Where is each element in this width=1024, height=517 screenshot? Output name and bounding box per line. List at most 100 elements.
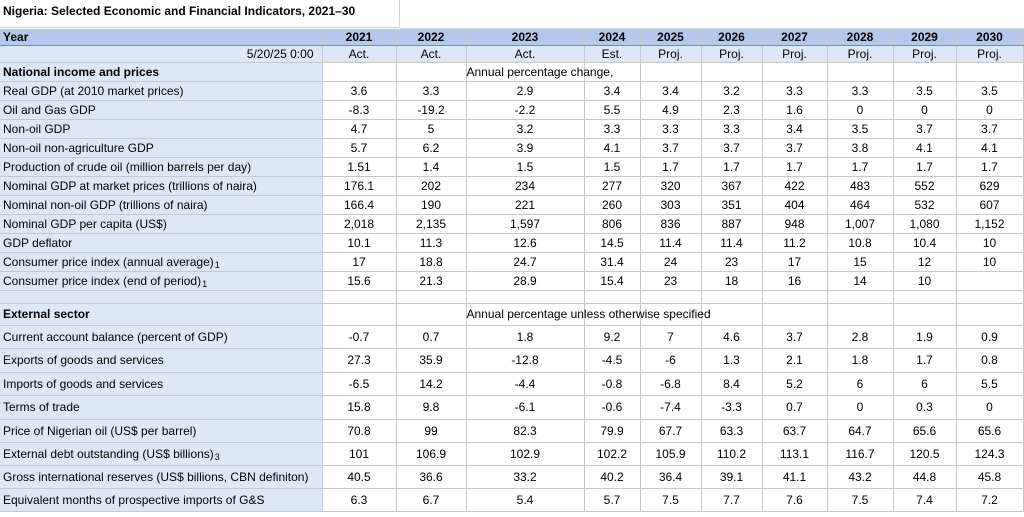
value-cell[interactable]: 1.51 [322,157,397,177]
status-header-cell[interactable]: Proj. [893,45,957,63]
row-label-cell[interactable]: Nominal non-oil GDP (trillions of naira) [0,195,323,215]
spacer-cell[interactable] [893,290,957,304]
value-cell[interactable]: 166.4 [322,195,397,215]
value-cell[interactable]: 320 [640,176,702,196]
value-cell[interactable]: 1.6 [762,100,828,120]
year-header-cell[interactable]: 2026 [701,29,763,46]
value-cell[interactable]: 4.1 [584,138,641,158]
value-cell[interactable]: 18.8 [396,252,467,272]
value-cell[interactable]: 43.2 [827,465,894,489]
value-cell[interactable]: 7 [640,325,702,349]
value-cell[interactable]: 12 [893,252,957,272]
value-cell[interactable]: 0 [956,395,1024,420]
value-cell[interactable]: 3.3 [640,119,702,139]
value-cell[interactable]: 1.7 [893,157,957,177]
value-cell[interactable]: 27.3 [322,348,397,373]
value-cell[interactable]: 607 [956,195,1024,215]
value-cell[interactable]: 39.1 [701,465,763,489]
empty-cell[interactable] [893,62,957,82]
value-cell[interactable]: 836 [640,214,702,234]
spacer-cell[interactable] [396,290,467,304]
empty-cell[interactable] [956,62,1024,82]
value-cell[interactable]: 1.7 [701,157,763,177]
value-cell[interactable]: 948 [762,214,828,234]
value-cell[interactable]: 2.1 [762,348,828,373]
value-cell[interactable]: -0.6 [584,395,641,420]
spacer-cell[interactable] [827,290,894,304]
value-cell[interactable]: 3.2 [701,81,763,101]
table-title[interactable]: Nigeria: Selected Economic and Financial… [0,0,400,28]
value-cell[interactable]: 16 [762,271,828,291]
value-cell[interactable]: 1.4 [396,157,467,177]
value-cell[interactable]: 65.6 [893,419,957,443]
value-cell[interactable]: 3.5 [893,81,957,101]
empty-cell[interactable] [827,303,894,326]
date-stamp[interactable]: 5/20/25 0:00 [0,45,323,63]
section-note-cell[interactable]: Annual percentage change, [466,62,613,82]
status-header-cell[interactable]: Proj. [956,45,1024,63]
value-cell[interactable]: 260 [584,195,641,215]
value-cell[interactable]: 887 [701,214,763,234]
value-cell[interactable]: 14 [827,271,894,291]
value-cell[interactable]: 3.3 [762,81,828,101]
value-cell[interactable]: 17 [322,252,397,272]
value-cell[interactable]: 483 [827,176,894,196]
value-cell[interactable]: 12.6 [466,233,585,253]
spacer-cell[interactable] [762,290,828,304]
value-cell[interactable]: 190 [396,195,467,215]
section-title[interactable]: External sector [0,303,323,326]
value-cell[interactable]: 3.3 [701,119,763,139]
value-cell[interactable]: 63.7 [762,419,828,443]
year-header-cell[interactable]: 2023 [466,29,585,46]
empty-cell[interactable] [827,62,894,82]
row-label-cell[interactable]: Exports of goods and services [0,348,323,373]
value-cell[interactable]: -19.2 [396,100,467,120]
value-cell[interactable]: 0.7 [396,325,467,349]
value-cell[interactable]: 422 [762,176,828,196]
value-cell[interactable]: 1.9 [893,325,957,349]
value-cell[interactable]: 10 [956,252,1024,272]
value-cell[interactable]: 36.4 [640,465,702,489]
value-cell[interactable]: 0.3 [893,395,957,420]
row-label-cell[interactable]: Gross international reserves (US$ billio… [0,465,323,489]
value-cell[interactable]: 0 [827,395,894,420]
value-cell[interactable]: 3.4 [640,81,702,101]
value-cell[interactable]: 6.7 [396,488,467,512]
value-cell[interactable]: 40.2 [584,465,641,489]
value-cell[interactable]: 7.4 [893,488,957,512]
value-cell[interactable]: -12.8 [466,348,585,373]
value-cell[interactable]: 7.2 [956,488,1024,512]
year-header-cell[interactable]: 2027 [762,29,828,46]
value-cell[interactable]: -7.4 [640,395,702,420]
value-cell[interactable]: 0.9 [956,325,1024,349]
value-cell[interactable]: 5.5 [956,372,1024,396]
empty-cell[interactable] [762,62,828,82]
year-header-cell[interactable]: 2021 [322,29,397,46]
value-cell[interactable]: 5.5 [584,100,641,120]
value-cell[interactable]: 3.3 [584,119,641,139]
value-cell[interactable]: 7.5 [640,488,702,512]
value-cell[interactable]: 124.3 [956,442,1024,466]
value-cell[interactable]: -2.2 [466,100,585,120]
value-cell[interactable]: -6.8 [640,372,702,396]
value-cell[interactable]: 7.6 [762,488,828,512]
value-cell[interactable]: 3.5 [956,81,1024,101]
row-label-cell[interactable]: External debt outstanding (US$ billions)… [0,442,323,466]
spacer-cell[interactable] [640,290,702,304]
year-header-cell[interactable]: 2025 [640,29,702,46]
value-cell[interactable]: 3.7 [956,119,1024,139]
value-cell[interactable]: 116.7 [827,442,894,466]
value-cell[interactable]: 23 [640,271,702,291]
status-header-cell[interactable]: Act. [466,45,585,63]
value-cell[interactable]: 3.4 [584,81,641,101]
value-cell[interactable]: 3.9 [466,138,585,158]
value-cell[interactable]: 5 [396,119,467,139]
empty-cell[interactable] [640,62,702,82]
value-cell[interactable]: 102.9 [466,442,585,466]
value-cell[interactable]: 234 [466,176,585,196]
status-header-cell[interactable]: Proj. [701,45,763,63]
value-cell[interactable]: 277 [584,176,641,196]
value-cell[interactable]: 14.5 [584,233,641,253]
value-cell[interactable]: 24 [640,252,702,272]
empty-cell[interactable] [640,303,702,326]
